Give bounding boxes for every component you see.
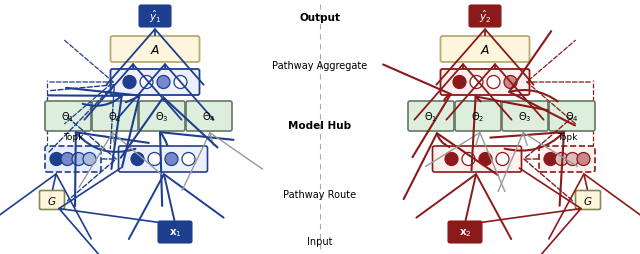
Text: $\Theta_4$: $\Theta_4$ [202, 110, 216, 123]
Circle shape [555, 153, 568, 166]
Text: $A$: $A$ [150, 43, 160, 56]
Circle shape [487, 76, 500, 89]
Text: $\Theta_1$: $\Theta_1$ [424, 110, 438, 123]
Text: Model Hub: Model Hub [289, 121, 351, 131]
Circle shape [496, 153, 509, 166]
Text: Topk: Topk [557, 133, 577, 141]
FancyBboxPatch shape [539, 146, 595, 172]
FancyBboxPatch shape [433, 146, 522, 172]
Text: $\Theta_1$: $\Theta_1$ [61, 110, 75, 123]
FancyBboxPatch shape [549, 102, 595, 132]
Circle shape [140, 76, 153, 89]
Circle shape [157, 76, 170, 89]
FancyBboxPatch shape [440, 70, 529, 96]
Circle shape [504, 76, 517, 89]
Text: $\Theta_3$: $\Theta_3$ [518, 110, 532, 123]
Text: $\Theta_2$: $\Theta_2$ [471, 110, 484, 123]
FancyBboxPatch shape [408, 102, 454, 132]
Text: $\mathbf{x}_2$: $\mathbf{x}_2$ [459, 226, 471, 238]
Circle shape [470, 76, 483, 89]
Text: $\hat{y}_1$: $\hat{y}_1$ [148, 9, 161, 25]
FancyBboxPatch shape [45, 146, 101, 172]
Text: Pathway Aggregate: Pathway Aggregate [273, 61, 367, 71]
Text: $\Theta_4$: $\Theta_4$ [565, 110, 579, 123]
Circle shape [479, 153, 492, 166]
Text: $G$: $G$ [583, 194, 593, 206]
Text: $\hat{y}_2$: $\hat{y}_2$ [479, 9, 491, 25]
FancyBboxPatch shape [186, 102, 232, 132]
Circle shape [544, 153, 557, 166]
Circle shape [174, 76, 187, 89]
Circle shape [165, 153, 178, 166]
Circle shape [566, 153, 579, 166]
Circle shape [182, 153, 195, 166]
FancyBboxPatch shape [45, 102, 91, 132]
Text: Topk: Topk [63, 133, 83, 141]
FancyBboxPatch shape [140, 6, 170, 27]
Circle shape [148, 153, 161, 166]
FancyBboxPatch shape [40, 191, 65, 210]
Text: Pathway Route: Pathway Route [284, 189, 356, 199]
FancyBboxPatch shape [575, 191, 600, 210]
Circle shape [50, 153, 63, 166]
Text: $A$: $A$ [480, 43, 490, 56]
Circle shape [445, 153, 458, 166]
Text: $\Theta_2$: $\Theta_2$ [108, 110, 122, 123]
FancyBboxPatch shape [449, 222, 481, 243]
Text: $\Theta_3$: $\Theta_3$ [156, 110, 169, 123]
FancyBboxPatch shape [502, 102, 548, 132]
Text: $\mathbf{x}_1$: $\mathbf{x}_1$ [168, 226, 181, 238]
Circle shape [123, 76, 136, 89]
Circle shape [131, 153, 144, 166]
FancyBboxPatch shape [440, 37, 529, 63]
Circle shape [72, 153, 85, 166]
FancyBboxPatch shape [111, 37, 200, 63]
Circle shape [462, 153, 475, 166]
FancyBboxPatch shape [92, 102, 138, 132]
Text: Output: Output [300, 13, 340, 23]
Text: Input: Input [307, 236, 333, 246]
Text: $G$: $G$ [47, 194, 57, 206]
FancyBboxPatch shape [470, 6, 500, 27]
FancyBboxPatch shape [111, 70, 200, 96]
FancyBboxPatch shape [455, 102, 501, 132]
Circle shape [61, 153, 74, 166]
FancyBboxPatch shape [159, 222, 191, 243]
Circle shape [577, 153, 590, 166]
Circle shape [83, 153, 96, 166]
FancyBboxPatch shape [139, 102, 185, 132]
Circle shape [453, 76, 466, 89]
FancyBboxPatch shape [118, 146, 207, 172]
